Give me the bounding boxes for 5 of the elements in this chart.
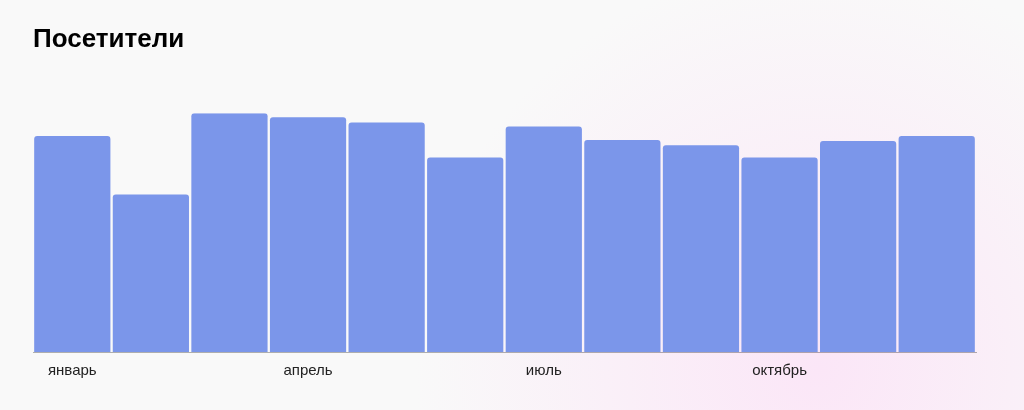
x-tick-label: апрель (283, 361, 333, 379)
x-tick-label: январь (47, 361, 97, 379)
x-tick-label: октябрь (752, 361, 808, 379)
x-tick-label: июль (525, 361, 562, 379)
chart-title: Посетители (33, 22, 185, 53)
